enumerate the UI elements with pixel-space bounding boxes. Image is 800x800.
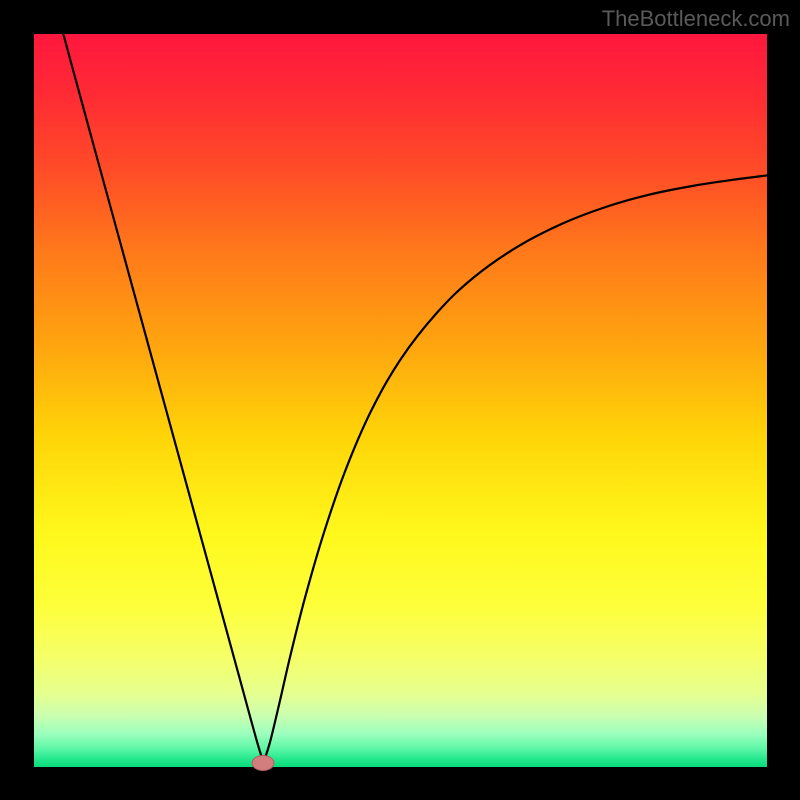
plot-area bbox=[34, 34, 767, 767]
optimal-point-marker bbox=[252, 755, 275, 771]
curve-right-branch bbox=[263, 175, 767, 762]
curve-left-branch bbox=[63, 34, 263, 763]
watermark-text: TheBottleneck.com bbox=[602, 6, 790, 32]
bottleneck-curve bbox=[34, 34, 767, 767]
